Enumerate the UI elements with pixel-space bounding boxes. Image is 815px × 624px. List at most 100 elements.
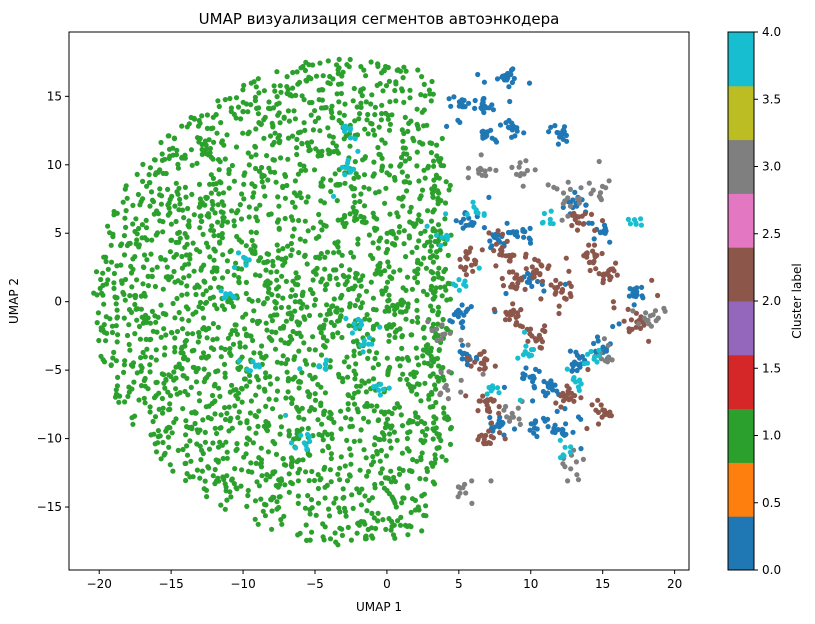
data-point — [289, 464, 295, 470]
data-point — [329, 303, 335, 310]
data-point — [399, 345, 405, 351]
data-point — [224, 497, 230, 503]
data-point — [288, 440, 295, 446]
data-point — [142, 312, 149, 318]
data-point — [347, 267, 353, 273]
data-point — [453, 218, 459, 224]
data-point — [540, 388, 547, 395]
data-point — [351, 438, 357, 444]
data-point — [103, 258, 109, 265]
data-point — [111, 280, 117, 286]
data-point — [231, 223, 237, 229]
data-point — [596, 347, 602, 353]
data-point — [134, 277, 140, 283]
data-point — [211, 399, 218, 405]
data-point — [336, 99, 342, 105]
data-point — [641, 322, 647, 328]
data-point — [352, 376, 358, 382]
data-point — [387, 121, 393, 127]
data-point — [275, 293, 281, 299]
data-point — [292, 308, 298, 314]
data-point — [338, 426, 344, 432]
data-point — [499, 231, 506, 237]
data-point — [536, 368, 542, 374]
data-point — [333, 495, 339, 501]
data-point — [553, 400, 559, 406]
data-point — [430, 209, 436, 215]
data-point — [108, 259, 115, 265]
data-point — [456, 277, 462, 283]
data-point — [409, 286, 415, 292]
data-point — [518, 275, 524, 281]
data-point — [266, 334, 272, 341]
data-point — [359, 219, 365, 225]
data-point — [309, 529, 315, 535]
data-point — [510, 301, 516, 307]
data-point — [509, 252, 515, 258]
data-point — [233, 485, 239, 491]
data-point — [162, 156, 168, 162]
data-point — [177, 235, 183, 241]
data-point — [370, 454, 376, 460]
data-point — [213, 369, 219, 375]
data-point — [269, 526, 275, 532]
data-point — [421, 123, 427, 129]
data-point — [247, 372, 253, 378]
data-point — [446, 369, 452, 375]
colorbar-band — [728, 354, 754, 410]
data-point — [556, 303, 562, 309]
data-point — [513, 322, 519, 328]
data-point — [146, 172, 152, 178]
data-point — [386, 338, 392, 344]
data-point — [661, 305, 667, 311]
data-point — [308, 405, 314, 411]
data-point — [350, 254, 357, 260]
data-point — [466, 100, 472, 106]
data-point — [423, 476, 429, 482]
data-point — [197, 213, 203, 219]
data-point — [188, 114, 194, 121]
data-point — [289, 287, 295, 293]
data-point — [130, 221, 136, 227]
data-point — [196, 284, 202, 290]
data-point — [439, 276, 445, 282]
data-point — [305, 143, 312, 149]
data-point — [134, 237, 140, 243]
data-point — [554, 388, 560, 394]
data-point — [444, 327, 451, 333]
data-point — [227, 346, 233, 352]
data-point — [419, 187, 426, 193]
data-point — [392, 311, 398, 317]
data-point — [424, 468, 430, 474]
data-point — [273, 482, 279, 489]
data-point — [436, 175, 442, 181]
data-point — [446, 96, 452, 102]
data-point — [364, 312, 370, 318]
data-point — [399, 88, 405, 94]
data-point — [303, 361, 310, 367]
data-point — [198, 457, 204, 463]
data-point — [325, 125, 331, 131]
data-point — [203, 288, 209, 294]
data-point — [282, 195, 288, 201]
data-point — [194, 135, 201, 141]
data-point — [302, 67, 308, 74]
data-point — [272, 299, 278, 305]
data-point — [284, 74, 290, 80]
data-point — [274, 242, 280, 248]
data-point — [213, 181, 219, 187]
data-point — [333, 267, 339, 273]
data-point — [354, 338, 360, 344]
data-point — [341, 505, 348, 511]
data-point — [599, 218, 606, 224]
data-point — [217, 240, 223, 246]
data-point — [211, 139, 217, 145]
data-point — [253, 84, 259, 90]
data-point — [521, 171, 527, 177]
data-point — [306, 346, 312, 352]
data-point — [160, 410, 166, 416]
data-point — [382, 425, 388, 431]
data-point — [375, 361, 381, 368]
data-point — [601, 273, 607, 279]
